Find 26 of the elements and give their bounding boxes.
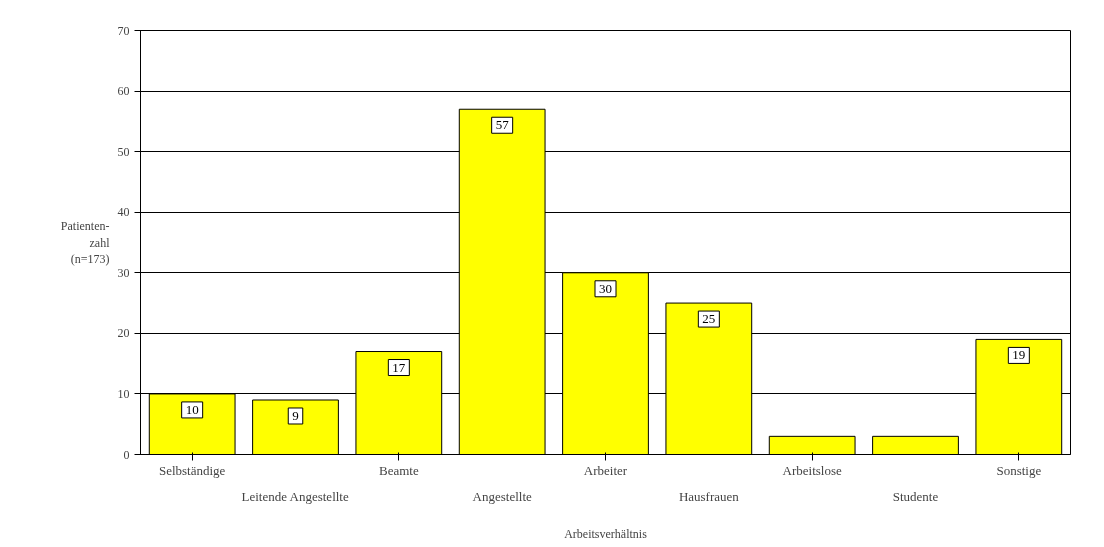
x-tick-label: Arbeitslose (782, 462, 842, 478)
y-axis-title: Patienten- zahl (n=173) (60, 218, 111, 267)
data-label: 30 (599, 280, 612, 296)
data-label: 57 (495, 117, 510, 133)
x-tick-label: Angestellte (472, 488, 532, 504)
y-tick-label: 10 (117, 386, 130, 401)
data-label: 10 (185, 401, 199, 417)
data-label: 9 (292, 407, 299, 423)
x-tick-label: Sonstige (996, 462, 1042, 478)
x-tick-label: Beamte (378, 462, 419, 478)
y-tick-label: 60 (117, 84, 130, 99)
x-tick-label: Hausfrauen (678, 488, 740, 504)
x-tick-label: Arbeiter (583, 462, 628, 478)
x-tick-label: Leitende Angestellte (241, 488, 349, 504)
y-tick-label: 40 (117, 205, 130, 220)
data-label: 25 (702, 311, 716, 327)
data-label: 19 (1012, 347, 1026, 363)
x-tick-label: Studente (892, 488, 939, 504)
x-tick-label: Selbständige (158, 462, 226, 478)
y-tick-label: 0 (123, 447, 130, 462)
y-tick-label: 70 (117, 23, 130, 38)
y-tick-label: 20 (117, 326, 130, 341)
y-tick-label: 30 (117, 265, 130, 280)
y-tick-label: 50 (117, 144, 130, 159)
data-label: 17 (392, 359, 406, 375)
x-axis-title: Arbeitsverhältnis (564, 526, 648, 541)
